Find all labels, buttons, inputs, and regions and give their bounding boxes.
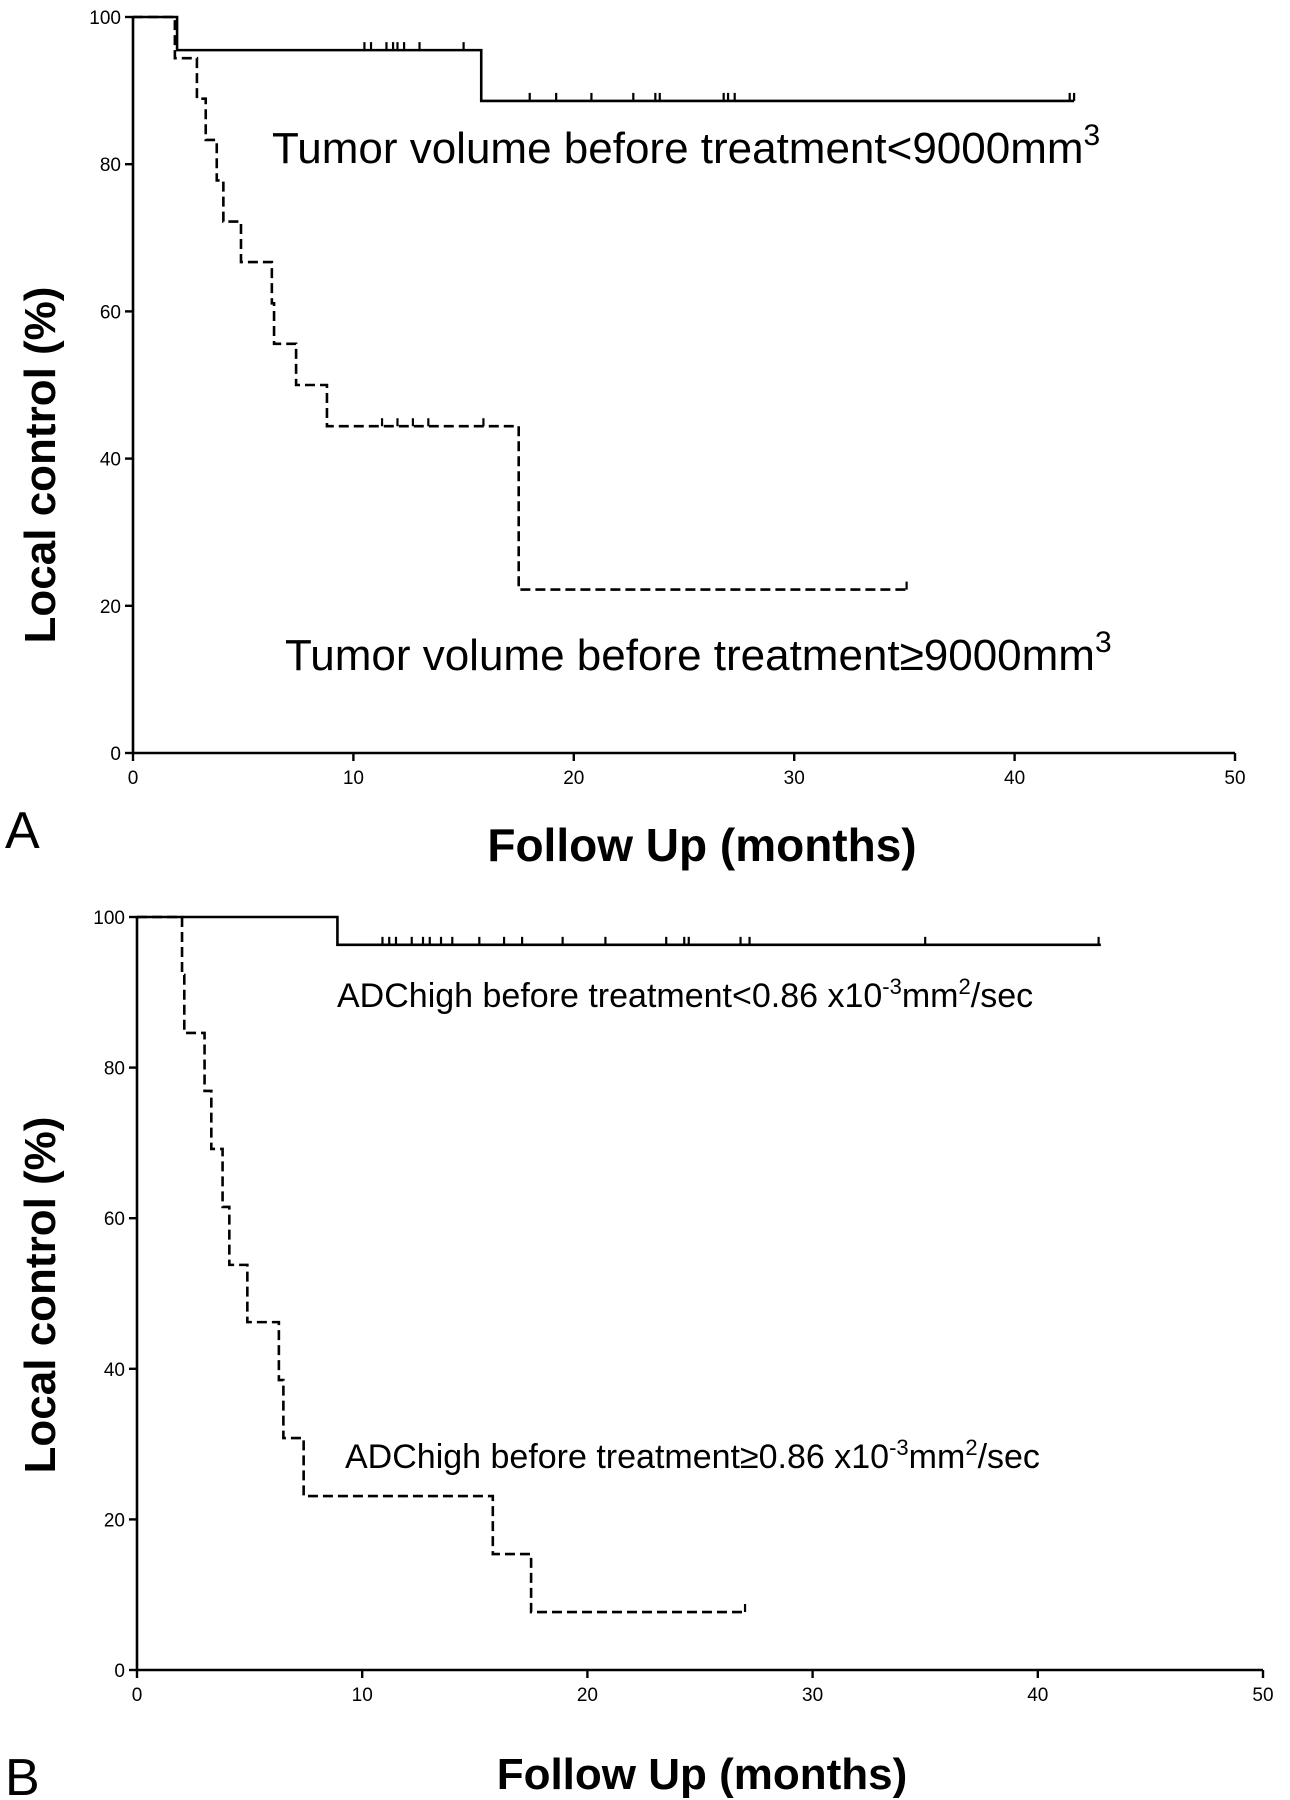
panel-b-label-high-adc-sq: 2 [965, 1435, 977, 1460]
panel-a-axes: 0 20 40 60 80 100 0 10 20 30 40 50 [89, 8, 1245, 789]
panel-a-y-tick-label: 100 [89, 8, 121, 29]
panel-b-series-2-line [137, 915, 746, 1614]
panel-b-label-high-adc-unit: mm [909, 1438, 966, 1476]
panel-b-curves [137, 915, 1101, 1614]
panel-a-letter: A [5, 802, 40, 860]
panel-b-label-high-adc-exp: -3 [889, 1435, 909, 1460]
panel-b-y-tick-label: 60 [104, 1209, 125, 1230]
panel-b-x-tick-label: 40 [1027, 1685, 1048, 1706]
panel-b-label-high-adc-sec: /sec [978, 1438, 1040, 1476]
panel-b-x-tick-label: 30 [802, 1685, 823, 1706]
panel-a-label-high-volume-text: Tumor volume before treatment≥9000mm [285, 631, 1095, 680]
panel-b-label-high-adc-text: ADChigh before treatment≥0.86 x10 [345, 1438, 889, 1476]
panel-a-y-tick-label: 40 [100, 450, 121, 471]
panel-a-y-tick-label: 20 [100, 597, 121, 618]
panel-b-axes: 0 20 40 60 80 100 0 10 20 30 40 50 [93, 908, 1273, 1706]
panel-b-x-tick-label: 50 [1252, 1685, 1273, 1706]
panel-a-x-axis-title: Follow Up (months) [487, 819, 916, 871]
panel-b-y-tick-label: 0 [114, 1661, 125, 1682]
panel-a-label-low-volume: Tumor volume before treatment<9000mm3 [272, 119, 1100, 173]
panel-b-label-low-adc: ADChigh before treatment<0.86 x10-3mm2/s… [337, 974, 1033, 1015]
panel-a-series-2-line [133, 15, 907, 591]
panel-a-series-1-line [133, 15, 1075, 103]
panel-b-x-tick-label: 10 [352, 1685, 373, 1706]
panel-a-y-tick-label: 0 [110, 744, 121, 765]
panel-b-label-low-adc-sec: /sec [971, 977, 1033, 1015]
panel-b-label-high-adc: ADChigh before treatment≥0.86 x10-3mm2/s… [345, 1435, 1040, 1476]
panel-b-x-tick-label: 20 [577, 1685, 598, 1706]
panel-b-label-low-adc-text: ADChigh before treatment<0.86 x10 [337, 977, 882, 1015]
panel-b-label-low-adc-unit: mm [902, 977, 959, 1015]
panel-a-y-tick-label: 60 [100, 302, 121, 323]
panel-a-x-tick-label: 30 [784, 768, 805, 789]
panel-a-label-high-volume: Tumor volume before treatment≥9000mm3 [285, 626, 1112, 680]
panel-b-chart: 0 20 40 60 80 100 0 10 20 30 40 50 B Follow Up (mon… [5, 908, 1274, 1800]
panel-b-y-tick-label: 20 [104, 1510, 125, 1531]
panel-b-x-tick-label: 0 [132, 1685, 143, 1706]
panel-b-x-axis-title: Follow Up (months) [497, 1750, 908, 1799]
panel-a-chart: 0 20 40 60 80 100 0 10 20 30 40 50 A Follow Up (mon… [5, 8, 1246, 871]
panel-a-label-low-volume-text: Tumor volume before treatment<9000mm [272, 124, 1084, 173]
panel-b-y-axis-title: Local control (%) [16, 1117, 65, 1474]
panel-a-label-low-volume-sup: 3 [1084, 119, 1101, 152]
panel-a-y-tick-label: 80 [100, 155, 121, 176]
panel-a-x-tick-label: 20 [563, 768, 584, 789]
panel-b-label-low-adc-sq: 2 [959, 974, 971, 999]
panel-b-y-tick-label: 100 [93, 908, 125, 929]
panel-b-axis-lines [135, 917, 1263, 1672]
panel-a-x-tick-label: 10 [343, 768, 364, 789]
panel-a-curves [133, 15, 1076, 591]
panel-b-series-1-line [137, 915, 1101, 947]
panel-a-x-tick-label: 50 [1224, 768, 1245, 789]
panel-a-label-high-volume-sup: 3 [1095, 626, 1112, 659]
panel-a-x-tick-label: 0 [128, 768, 139, 789]
panel-b-letter: B [5, 1749, 40, 1800]
panel-b-label-low-adc-exp: -3 [882, 974, 902, 999]
panel-b-y-tick-label: 40 [104, 1360, 125, 1381]
panel-b-y-tick-label: 80 [104, 1059, 125, 1080]
panel-a-x-tick-label: 40 [1004, 768, 1025, 789]
panel-a-y-axis-title: Local control (%) [16, 287, 65, 644]
